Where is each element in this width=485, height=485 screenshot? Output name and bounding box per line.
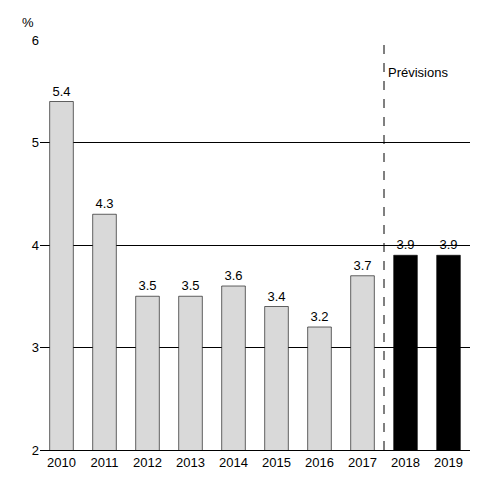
svg-text:4.3: 4.3: [95, 196, 113, 211]
svg-text:3.5: 3.5: [138, 278, 156, 293]
svg-text:2016: 2016: [305, 455, 334, 470]
svg-text:4: 4: [32, 238, 39, 253]
svg-text:2014: 2014: [219, 455, 248, 470]
svg-text:2015: 2015: [262, 455, 291, 470]
svg-text:3.7: 3.7: [353, 258, 371, 273]
svg-text:5.4: 5.4: [52, 84, 70, 99]
svg-text:3.4: 3.4: [267, 289, 285, 304]
svg-text:3.5: 3.5: [181, 278, 199, 293]
svg-text:3.2: 3.2: [310, 309, 328, 324]
svg-text:3: 3: [32, 340, 39, 355]
svg-text:2010: 2010: [47, 455, 76, 470]
svg-text:2: 2: [32, 443, 39, 458]
svg-text:Prévisions: Prévisions: [388, 65, 448, 80]
svg-text:3.9: 3.9: [396, 237, 414, 252]
svg-text:5: 5: [32, 135, 39, 150]
svg-text:2011: 2011: [91, 455, 119, 470]
svg-text:2012: 2012: [133, 455, 162, 470]
svg-text:%: %: [22, 15, 34, 30]
svg-text:3.9: 3.9: [439, 237, 457, 252]
svg-text:2019: 2019: [434, 455, 463, 470]
svg-text:3.6: 3.6: [224, 268, 242, 283]
svg-text:2018: 2018: [391, 455, 420, 470]
svg-text:2017: 2017: [348, 455, 377, 470]
svg-text:2013: 2013: [176, 455, 205, 470]
svg-text:6: 6: [32, 33, 39, 48]
